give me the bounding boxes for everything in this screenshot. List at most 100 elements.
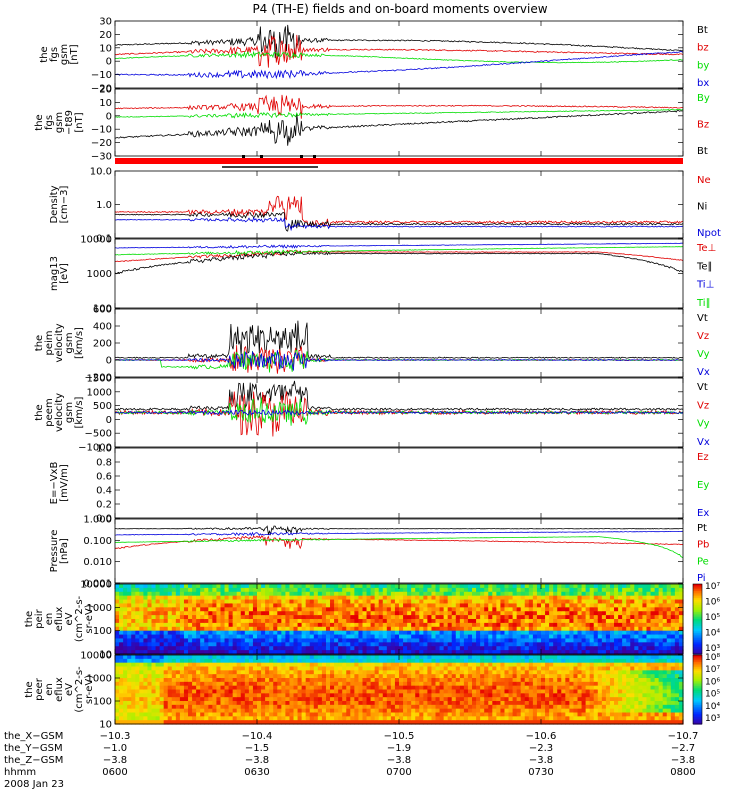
xtick-value: −1.5: [245, 743, 269, 754]
ytick-label: 200: [93, 339, 112, 350]
ytick-label: 10000: [80, 235, 112, 246]
figure-title: P4 (TH-E) fields and on-board moments ov…: [252, 2, 547, 16]
ylabel-line: [cm−3]: [59, 186, 70, 224]
ylabel-line: [nPa]: [59, 538, 70, 564]
ylabel-line: eflux: [54, 607, 65, 632]
ylabel-line: [mV/m]: [59, 464, 70, 502]
series-Vz: [114, 391, 684, 437]
ytick-label: 10.0: [90, 167, 112, 178]
ytick-label: 0.6: [96, 472, 112, 483]
xrow-label-3: hhmm: [4, 767, 36, 778]
series-Bt: [114, 110, 684, 146]
legend-density-0: Ne: [697, 175, 711, 186]
ytick-label: 0: [106, 57, 112, 68]
series-Tipar: [114, 246, 683, 256]
xtick-value: −3.8: [671, 755, 695, 766]
xtick-value: 0600: [102, 767, 127, 778]
xtick-value: −2.7: [671, 743, 695, 754]
colorbar-label: 10⁶: [705, 598, 720, 608]
legend-temperature-1: Te∥: [696, 261, 713, 272]
ylabel-line: Density: [49, 185, 60, 223]
legend-fgs-gsm-diff-1: Bz: [697, 120, 709, 131]
series-Vt: [115, 380, 684, 411]
ylabel-line: (cm^2-s-: [74, 666, 85, 713]
ylabel-line: the: [24, 611, 35, 627]
ylabel-line: [nT]: [74, 112, 85, 132]
panel-fgs-gsm: Bt bz by bx 30 20 10 0 −10 −20 the fgs gsm [nT]: [39, 17, 709, 95]
series-Teperp: [114, 249, 684, 262]
legend-peem-velocity-2: Vy: [697, 419, 710, 430]
panel-frame: [114, 238, 684, 309]
ylabel-line: (cm^2-s-: [74, 595, 85, 642]
ytick-label: 0: [106, 415, 112, 426]
panel-frame: [114, 447, 684, 519]
x-axis-annotation: the_X−GSM the_Y−GSM the_Z−GSM hhmm 2008 …: [4, 731, 698, 790]
ylabel-line: −t89: [64, 110, 75, 135]
ytick-label: 1500: [87, 374, 112, 385]
ytick-label: 10000: [80, 651, 112, 662]
ytick-label: 0.100: [83, 536, 112, 547]
xtick-value: −1.9: [387, 743, 411, 754]
ylabel-line: Pressure: [49, 530, 60, 573]
colorbar-label: 10⁷: [705, 665, 720, 675]
legend-fgs-gsm-3: bx: [697, 78, 709, 89]
legend-temperature-3: Ti∥: [696, 298, 711, 309]
ylabel-line: gsm: [64, 332, 75, 353]
legend-efield-0: Ez: [697, 452, 709, 463]
legend-fgs-gsm-0: Bt: [697, 25, 708, 36]
legend-temperature-2: Ti⊥: [696, 280, 714, 291]
panel-frame: [114, 170, 684, 239]
ytick-label: 1000: [87, 674, 112, 685]
ytick-label: 0.2: [96, 500, 112, 511]
ylabel-line: peer: [34, 677, 45, 701]
ylabel-line: the: [39, 46, 50, 62]
series-Pb: [114, 535, 684, 550]
ylabel-line: eflux: [54, 677, 65, 702]
ylabel-line: peem: [44, 398, 55, 426]
xtick-value: −3.8: [387, 755, 411, 766]
colorbar-label: 10⁴: [705, 702, 720, 712]
series-Vx: [114, 408, 684, 417]
ytick-label: 100: [93, 304, 112, 315]
ylabel-line: mag13: [49, 256, 60, 291]
ylabel-line: peir: [34, 608, 45, 628]
panel-peem-velocity: Vt Vz Vy Vx 1500 1000 500 0 −500 −1000 the peem velo…: [34, 374, 710, 454]
mode-bar: [115, 155, 683, 168]
ylabel-line: en: [44, 613, 55, 626]
series-Ne: [114, 195, 684, 228]
ytick-label: 100: [93, 626, 112, 637]
ylabel-line: [km/s]: [74, 396, 85, 428]
ytick-label: 30: [99, 17, 112, 28]
ylabel-line: sr-eV): [84, 604, 95, 633]
legend-efield-1: Ey: [697, 480, 709, 491]
xtick-value: −1.0: [103, 743, 127, 754]
ytick-label: −20: [91, 138, 112, 149]
xtick-value: −10.7: [668, 731, 699, 742]
ylabel-line: the: [34, 404, 45, 420]
series-Bt: [114, 24, 684, 59]
xrow-label-1: the_Y−GSM: [4, 743, 63, 754]
xtick-value: −3.8: [103, 755, 127, 766]
ylabel-line: the: [24, 681, 35, 697]
colorbar-label: 10³: [705, 714, 720, 724]
colorbar-label: 10⁵: [705, 613, 720, 623]
legend-peem-velocity-0: Vt: [697, 382, 708, 393]
panel-peir-eflux: 10⁷ 10⁶ 10⁵ 10⁴ 10³ 10000 1000 100 10 the peir en ef…: [24, 580, 720, 661]
xtick-value: 0700: [386, 767, 411, 778]
ylabel-line: fgs: [44, 115, 55, 130]
panel-frame: [114, 88, 684, 157]
ylabel-line: sr-eV): [84, 675, 95, 704]
series-bx: [115, 50, 684, 80]
colorbar-label: 10³: [705, 644, 720, 654]
ytick-label: −10: [91, 70, 112, 81]
legend-fgs-gsm-1: bz: [697, 43, 709, 54]
ytick-label: −500: [85, 429, 112, 440]
ytick-label: 1.0: [96, 200, 112, 211]
ylabel-line: [km/s]: [74, 327, 85, 359]
colorbar-label: 10⁶: [705, 677, 720, 687]
panel-density: Ne Ni Npot 10.0 1.0 0.1 Density [cm−3]: [49, 167, 721, 245]
series-Vx: [114, 350, 684, 371]
xtick-value: −2.3: [529, 743, 553, 754]
legend-pressure-2: Pe: [697, 556, 709, 567]
